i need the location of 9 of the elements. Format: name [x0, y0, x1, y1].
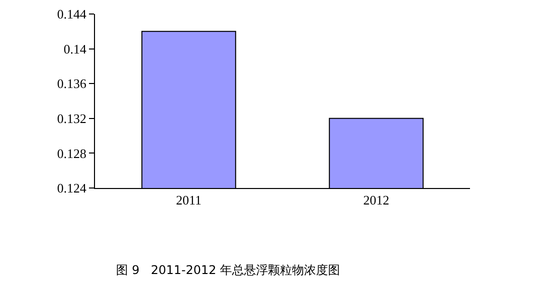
caption: 图 9 2011-2012 年总悬浮颗粒物浓度图 — [116, 263, 340, 277]
y-tick-label: 0.14 — [64, 41, 87, 56]
y-tick-label: 0.124 — [57, 180, 87, 196]
y-tick-label: 0.136 — [57, 76, 87, 92]
x-tick-label: 2011 — [176, 192, 202, 208]
y-tick-label: 0.144 — [57, 6, 87, 22]
y-tick-label: 0.128 — [57, 146, 86, 161]
y-tick-label: 0.132 — [57, 110, 86, 126]
x-tick-label: 2012 — [363, 192, 390, 208]
